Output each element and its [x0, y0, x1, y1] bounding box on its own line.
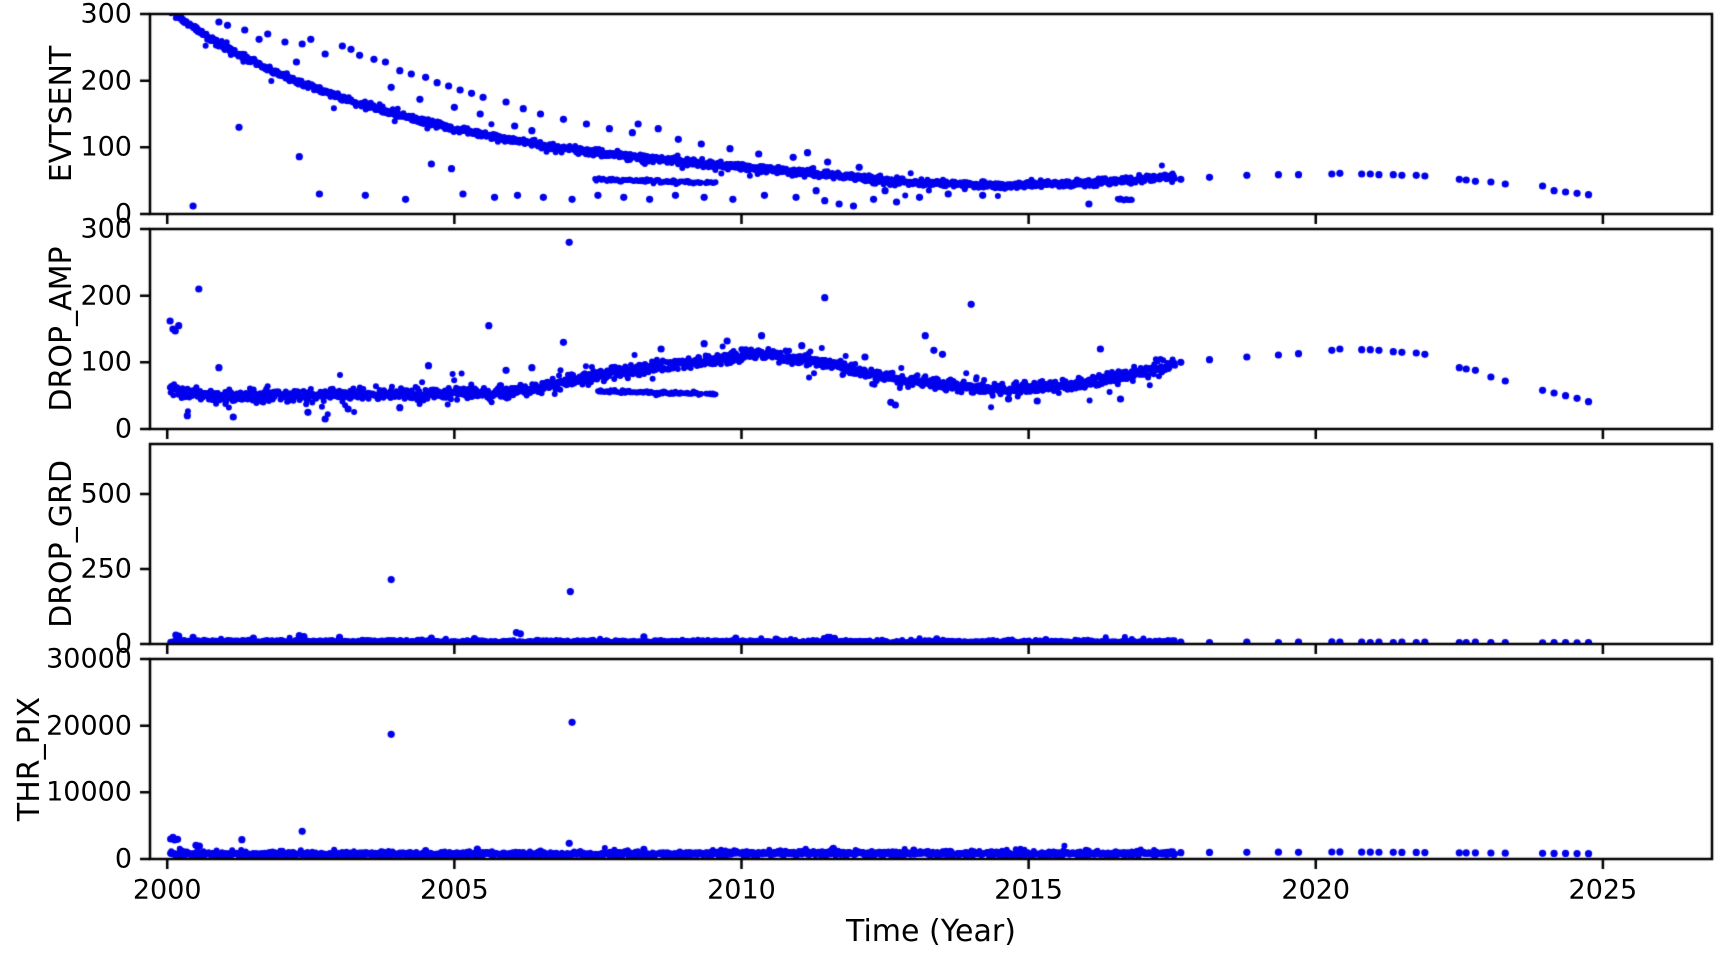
y-tick-label: 100 [80, 346, 132, 378]
x-tick-label: 2020 [1281, 874, 1351, 906]
x-tick-label: 2015 [994, 874, 1063, 906]
y-tick-label: 0 [114, 628, 132, 660]
y-axis-label-drop-amp: DROP_AMP [44, 246, 79, 412]
y-tick-label: 250 [80, 553, 132, 585]
y-tick-label: 200 [80, 65, 132, 97]
x-tick-label: 2005 [420, 874, 489, 906]
y-tick-label: 0 [114, 843, 132, 875]
y-tick-label: 300 [80, 0, 132, 30]
x-tick-label: 2010 [707, 874, 776, 906]
y-axis-label-drop-grd: DROP_GRD [44, 460, 79, 628]
y-tick-label: 30000 [46, 643, 132, 675]
y-tick-label: 200 [80, 280, 132, 312]
y-tick-label: 500 [80, 478, 132, 510]
y-tick-label: 10000 [46, 776, 132, 808]
y-axis-label-evtsent: EVTSENT [44, 45, 79, 183]
y-tick-label: 0 [114, 198, 132, 230]
y-tick-label: 100 [80, 131, 132, 163]
y-tick-label: 0 [114, 413, 132, 445]
y-tick-label: 300 [80, 213, 132, 245]
y-axis-label-thr-pix: THR_PIX [12, 696, 47, 822]
x-axis-label: Time (Year) [846, 914, 1016, 949]
x-tick-label: 2025 [1568, 874, 1638, 906]
x-tick-label: 2000 [132, 874, 202, 906]
y-tick-label: 20000 [46, 710, 132, 742]
